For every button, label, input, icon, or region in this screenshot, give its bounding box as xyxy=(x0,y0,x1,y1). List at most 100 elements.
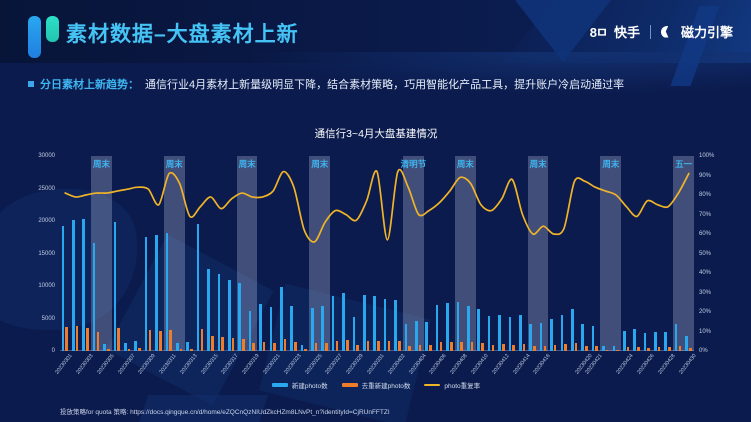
brand-lockup: 8ㅁ 快手 磁力引擎 xyxy=(590,22,733,41)
bar-dedup-photo xyxy=(221,336,224,351)
bar-new-photo xyxy=(487,315,491,351)
duplicate-rate-line xyxy=(64,168,690,243)
highlight-band-label: 周末 xyxy=(93,159,111,169)
legend-item[interactable]: 去重新建photo数 xyxy=(341,380,411,390)
bar-dedup-photo xyxy=(678,345,682,351)
bar-new-photo xyxy=(560,314,564,351)
bar-dedup-photo xyxy=(647,347,651,351)
y-axis-left-tick: 30000 xyxy=(38,153,55,159)
footer-note: 投放策略for quota 策略: https://docs.qingque.c… xyxy=(60,406,390,416)
bar-new-photo xyxy=(279,287,283,351)
bar-new-photo xyxy=(456,301,460,351)
bar-new-photo xyxy=(72,220,75,351)
y-axis-right-tick: 60% xyxy=(699,231,712,237)
brand-magnetic-label: 磁力引擎 xyxy=(680,25,733,40)
chart-plot-area: 周末 周末 周末 周末 清明节 周末 周末 周末 五一 0 5000 10000 15000 20000… xyxy=(38,153,714,376)
bar-dedup-photo xyxy=(242,338,245,351)
subtitle-key: 分日素材上新趋势： xyxy=(40,79,139,91)
footer-url[interactable]: https://docs.qingque.cn/d/home/eZQCnQzNI… xyxy=(130,409,390,416)
bar-new-photo xyxy=(674,324,678,351)
legend-item[interactable]: 新建photo数 xyxy=(271,380,328,390)
chart-title: 通信行3~4月大盘基建情况 xyxy=(314,128,438,140)
bar-dedup-photo xyxy=(543,345,547,351)
bar-dedup-photo xyxy=(294,342,297,351)
bar-new-photo xyxy=(425,322,429,351)
bar-dedup-photo xyxy=(637,346,640,351)
x-axis-tick-label: 20230329 xyxy=(345,353,365,376)
bar-dedup-photo xyxy=(283,339,287,351)
bar-dedup-photo xyxy=(65,326,68,351)
slide-header: 素材数据–大盘素材上新 8ㅁ 快手 磁力引擎 xyxy=(0,0,751,63)
x-axis-tick-label: 20230428 xyxy=(657,353,677,376)
accent-bar-blue xyxy=(28,16,41,58)
bar-dedup-photo xyxy=(148,330,152,351)
title-accent-mark xyxy=(28,16,62,58)
bar-dedup-photo xyxy=(429,345,432,351)
bar-dedup-photo xyxy=(553,344,557,351)
bar-dedup-photo xyxy=(501,344,505,351)
bar-new-photo xyxy=(259,304,262,351)
x-axis-tick-label: 20230426 xyxy=(636,353,656,376)
y-axis-left-tick: 20000 xyxy=(38,218,55,224)
y-axis-left-tick: 25000 xyxy=(38,185,55,192)
x-axis-tick-label: 20230313 xyxy=(179,353,199,376)
bar-new-photo xyxy=(311,308,314,351)
bar-dedup-photo xyxy=(668,347,671,351)
bar-series-group xyxy=(60,156,694,351)
bar-dedup-photo xyxy=(491,344,495,351)
legend-item[interactable]: photo重复率 xyxy=(424,380,480,390)
bullet-square-icon xyxy=(28,81,34,87)
bar-new-photo xyxy=(518,315,522,351)
x-axis-tick-label: 20230414 xyxy=(511,353,532,376)
bar-new-photo xyxy=(581,323,584,351)
bar-dedup-photo xyxy=(574,343,578,351)
bar-new-photo xyxy=(124,343,127,351)
bar-dedup-photo xyxy=(470,342,474,351)
y-axis-right-tick: 30% xyxy=(699,289,712,296)
bar-new-photo xyxy=(61,225,65,351)
x-axis-tick-label: 20230307 xyxy=(116,353,137,376)
bar-dedup-photo xyxy=(449,341,453,351)
bar-new-photo xyxy=(602,345,605,351)
bar-dedup-photo xyxy=(605,349,609,351)
bar-new-photo xyxy=(238,282,241,351)
bar-dedup-photo xyxy=(96,332,100,351)
bar-new-photo xyxy=(529,324,532,351)
highlight-band-label: 周末 xyxy=(529,159,547,169)
bar-new-photo xyxy=(498,314,501,351)
bar-dedup-photo xyxy=(387,341,391,351)
y-axis-left-tick: 5000 xyxy=(41,315,55,322)
bar-dedup-photo xyxy=(169,329,172,351)
bar-new-photo xyxy=(92,243,96,351)
y-axis-right-tick: 100% xyxy=(699,153,715,159)
bar-dedup-photo xyxy=(481,343,484,351)
x-axis-tick-label: 20230317 xyxy=(220,353,241,376)
bar-dedup-photo xyxy=(377,340,380,351)
accent-bar-teal xyxy=(46,16,59,42)
bar-dedup-photo xyxy=(210,336,214,351)
bar-dedup-photo xyxy=(117,327,120,351)
bar-dedup-photo xyxy=(75,326,79,351)
bar-new-photo xyxy=(643,332,647,351)
x-axis-tick-label: 20230321 xyxy=(262,353,282,376)
y-axis-left-tick: 15000 xyxy=(38,250,55,257)
highlight-band: 周末 xyxy=(163,156,185,351)
bar-new-photo xyxy=(175,342,179,351)
y-axis-right-tick: 90% xyxy=(699,172,712,179)
bar-new-photo xyxy=(404,323,408,351)
x-axis-tick-label: 20230412 xyxy=(490,353,511,376)
highlight-band-label: 周末 xyxy=(165,159,183,169)
bar-dedup-photo xyxy=(314,342,318,351)
crescent-moon-icon xyxy=(661,26,673,38)
bar-dedup-photo xyxy=(512,344,515,351)
bar-dedup-photo xyxy=(397,341,401,351)
bar-dedup-photo xyxy=(346,339,349,351)
bar-dedup-photo xyxy=(231,338,235,351)
y-axis-right-tick: 40% xyxy=(699,270,712,276)
bar-new-photo xyxy=(654,331,657,351)
bar-dedup-photo xyxy=(595,346,599,351)
bar-new-photo xyxy=(186,341,189,351)
highlight-band: 周末 xyxy=(236,156,258,351)
legend-label: 去重新建photo数 xyxy=(361,383,411,390)
